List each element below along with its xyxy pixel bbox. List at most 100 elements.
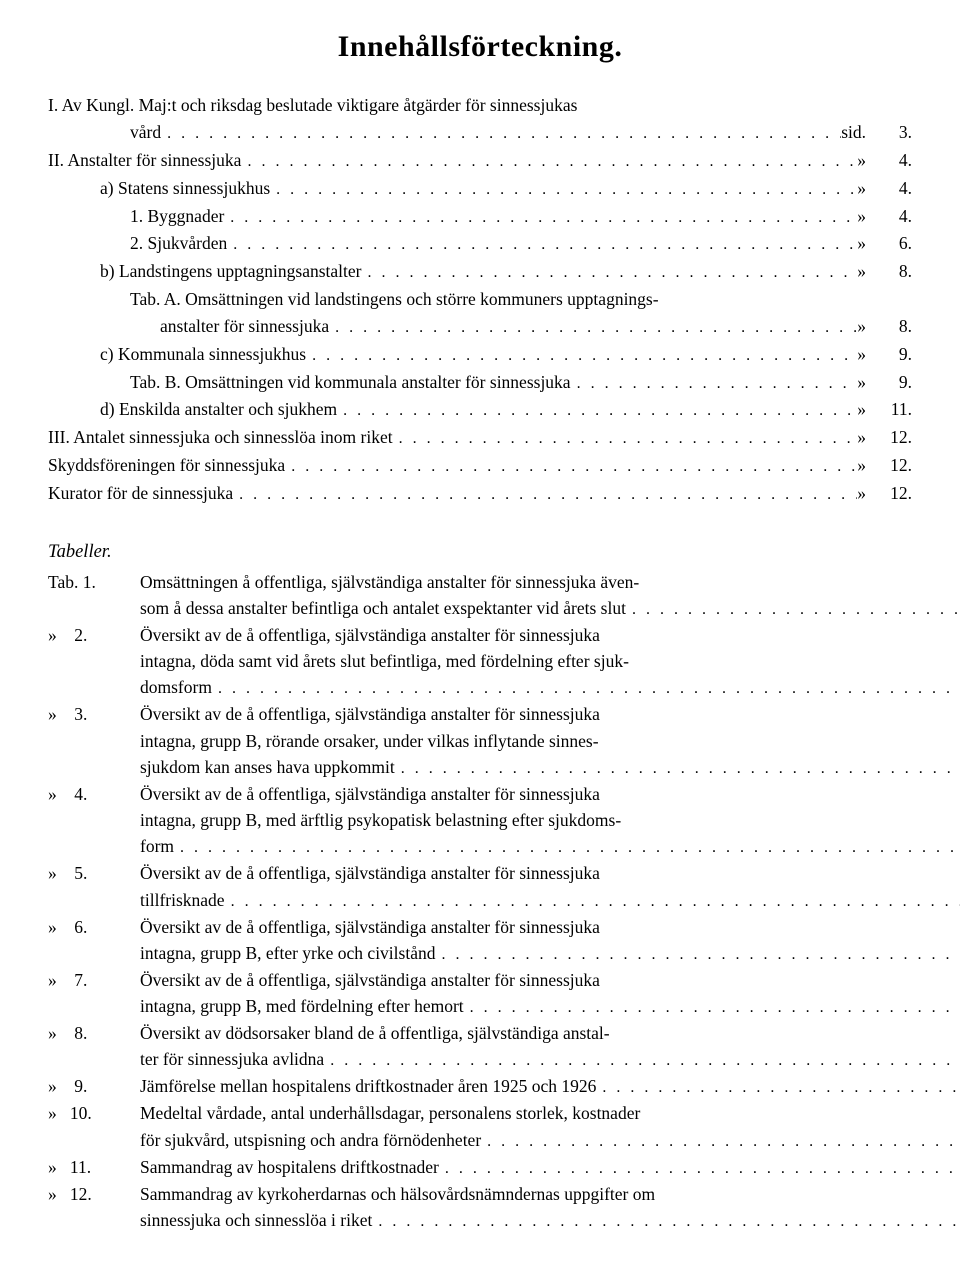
toc-entry: Skyddsföreningen för sinnessjuka. . . . … bbox=[48, 452, 912, 480]
page-number: 8. bbox=[880, 313, 912, 340]
toc-entry: anstalter för sinnessjuka. . . . . . . .… bbox=[48, 313, 912, 341]
tabell-text-row: tillfrisknade. . . . . . . . . . . . . .… bbox=[140, 887, 960, 914]
tabell-text: ter för sinnessjuka avlidna bbox=[140, 1046, 324, 1072]
toc-entry: vård. . . . . . . . . . . . . . . . . . … bbox=[48, 119, 912, 147]
tabell-entry: » 11.Sammandrag av hospitalens driftkost… bbox=[48, 1154, 912, 1181]
dot-leader: . . . . . . . . . . . . . . . . . . . . … bbox=[435, 943, 960, 967]
tabell-body: Översikt av de å offentliga, självständi… bbox=[140, 622, 960, 702]
tabell-text: sinnessjuka och sinnesslöa i riket bbox=[140, 1207, 372, 1233]
tabell-number: » 7. bbox=[48, 967, 140, 993]
tabell-text: Medeltal vårdade, antal underhållsdagar,… bbox=[140, 1100, 640, 1126]
tabell-text-row: sjukdom kan anses hava uppkommit. . . . … bbox=[140, 754, 960, 781]
page-label: » bbox=[857, 313, 880, 340]
toc-text: Kurator för de sinnessjuka bbox=[48, 480, 233, 507]
tabell-text-row: intagna, döda samt vid årets slut befint… bbox=[140, 648, 960, 674]
dot-leader: . . . . . . . . . . . . . . . . . . . . … bbox=[174, 836, 960, 860]
page-label: » bbox=[857, 203, 880, 230]
tabell-text: Översikt av de å offentliga, självständi… bbox=[140, 781, 600, 807]
tabell-text-row: Medeltal vårdade, antal underhållsdagar,… bbox=[140, 1100, 960, 1126]
tabell-text: intagna, grupp B, rörande orsaker, under… bbox=[140, 728, 599, 754]
tabell-text: form bbox=[140, 833, 174, 859]
tables-section: Tab. 1.Omsättningen å offentliga, självs… bbox=[48, 569, 912, 1234]
tabell-body: Jämförelse mellan hospitalens driftkostn… bbox=[140, 1073, 960, 1100]
tabell-text: intagna, grupp B, med ärftlig psykopatis… bbox=[140, 807, 621, 833]
page-number: 4. bbox=[880, 175, 912, 202]
dot-leader: . . . . . . . . . . . . . . . . . . . . … bbox=[439, 1157, 960, 1181]
page-number: 3. bbox=[880, 119, 912, 146]
tabell-number: » 10. bbox=[48, 1100, 140, 1126]
page-label: » bbox=[857, 369, 880, 396]
dot-leader: . . . . . . . . . . . . . . . . . . . . … bbox=[270, 178, 857, 203]
toc-entry: Tab. B. Omsättningen vid kommunala ansta… bbox=[48, 369, 912, 397]
tabell-body: Översikt av de å offentliga, självständi… bbox=[140, 967, 960, 1020]
tabell-text-row: ter för sinnessjuka avlidna. . . . . . .… bbox=[140, 1046, 960, 1073]
page-number: 12. bbox=[880, 424, 912, 451]
tabell-body: Sammandrag av kyrkoherdarnas och hälsovå… bbox=[140, 1181, 960, 1234]
dot-leader: . . . . . . . . . . . . . . . . . . . . … bbox=[464, 996, 960, 1020]
page-label: » bbox=[857, 147, 880, 174]
tabell-number: » 6. bbox=[48, 914, 140, 940]
tabeller-header: Tabeller. bbox=[48, 542, 912, 563]
tabell-body: Översikt av de å offentliga, självständi… bbox=[140, 914, 960, 967]
page-label: » bbox=[857, 396, 880, 423]
page-label: » bbox=[857, 230, 880, 257]
tabell-text-row: sinnessjuka och sinnesslöa i riket. . . … bbox=[140, 1207, 960, 1234]
dot-leader: . . . . . . . . . . . . . . . . . . . . … bbox=[306, 344, 857, 369]
page-label: » bbox=[857, 341, 880, 368]
tabell-text: för sjukvård, utspisning och andra förnö… bbox=[140, 1127, 481, 1153]
toc-entry: d) Enskilda anstalter och sjukhem. . . .… bbox=[48, 396, 912, 424]
tabell-text: Jämförelse mellan hospitalens driftkostn… bbox=[140, 1073, 596, 1099]
tabell-text-row: Sammandrag av kyrkoherdarnas och hälsovå… bbox=[140, 1181, 960, 1207]
tabell-entry: Tab. 1.Omsättningen å offentliga, självs… bbox=[48, 569, 912, 622]
toc-text: II. Anstalter för sinnessjuka bbox=[48, 147, 241, 174]
tabell-entry: » 6.Översikt av de å offentliga, självst… bbox=[48, 914, 912, 967]
tabell-text-row: intagna, grupp B, efter yrke och civilst… bbox=[140, 940, 960, 967]
tabell-text-row: Översikt av de å offentliga, självständi… bbox=[140, 914, 960, 940]
tabell-text: Sammandrag av hospitalens driftkostnader bbox=[140, 1154, 439, 1180]
page-number: 11. bbox=[880, 396, 912, 423]
tabell-entry: » 12.Sammandrag av kyrkoherdarnas och hä… bbox=[48, 1181, 912, 1234]
tabell-number: » 2. bbox=[48, 622, 140, 648]
page-number: 4. bbox=[880, 203, 912, 230]
page-number: 8. bbox=[880, 258, 912, 285]
tabell-number: » 4. bbox=[48, 781, 140, 807]
dot-leader: . . . . . . . . . . . . . . . . . . . . … bbox=[372, 1210, 960, 1234]
tabell-entry: » 10.Medeltal vårdade, antal underhållsd… bbox=[48, 1100, 912, 1153]
tabell-entry: » 9.Jämförelse mellan hospitalens driftk… bbox=[48, 1073, 912, 1100]
tabell-text: Översikt av de å offentliga, självständi… bbox=[140, 914, 600, 940]
dot-leader: . . . . . . . . . . . . . . . . . . . . … bbox=[329, 316, 857, 341]
tabell-text: Omsättningen å offentliga, självständiga… bbox=[140, 569, 639, 595]
dot-leader: . . . . . . . . . . . . . . . . . . . . … bbox=[596, 1076, 960, 1100]
dot-leader: . . . . . . . . . . . . . . . . . . . . … bbox=[224, 206, 857, 231]
toc-entry: III. Antalet sinnessjuka och sinnesslöa … bbox=[48, 424, 912, 452]
dot-leader: . . . . . . . . . . . . . . . . . . . . … bbox=[225, 890, 960, 914]
page-title: Innehållsförteckning. bbox=[48, 30, 912, 64]
tabell-number: » 3. bbox=[48, 701, 140, 727]
tabell-text: Översikt av de å offentliga, självständi… bbox=[140, 860, 600, 886]
tabell-number: » 12. bbox=[48, 1181, 140, 1207]
tabell-body: Omsättningen å offentliga, självständiga… bbox=[140, 569, 960, 622]
dot-leader: . . . . . . . . . . . . . . . . . . . . … bbox=[285, 455, 857, 480]
tabell-body: Översikt av de å offentliga, självständi… bbox=[140, 860, 960, 913]
dot-leader: . . . . . . . . . . . . . . . . . . . . … bbox=[361, 261, 857, 286]
tabell-text: Översikt av de å offentliga, självständi… bbox=[140, 622, 600, 648]
tabell-text: domsform bbox=[140, 674, 212, 700]
dot-leader: . . . . . . . . . . . . . . . . . . . . … bbox=[571, 372, 858, 397]
tabell-text: Sammandrag av kyrkoherdarnas och hälsovå… bbox=[140, 1181, 655, 1207]
toc-entry: I. Av Kungl. Maj:t och riksdag beslutade… bbox=[48, 92, 912, 119]
dot-leader: . . . . . . . . . . . . . . . . . . . . … bbox=[241, 150, 857, 175]
page-number: 9. bbox=[880, 341, 912, 368]
dot-leader: . . . . . . . . . . . . . . . . . . . . … bbox=[233, 483, 857, 508]
dot-leader: . . . . . . . . . . . . . . . . . . . . … bbox=[161, 122, 841, 147]
page-number: 4. bbox=[880, 147, 912, 174]
tabell-entry: » 7.Översikt av de å offentliga, självst… bbox=[48, 967, 912, 1020]
toc-text: III. Antalet sinnessjuka och sinnesslöa … bbox=[48, 424, 393, 451]
page-number: 12. bbox=[880, 452, 912, 479]
page-label: » bbox=[857, 480, 880, 507]
tabell-entry: » 3.Översikt av de å offentliga, självst… bbox=[48, 701, 912, 781]
dot-leader: . . . . . . . . . . . . . . . . . . . . … bbox=[337, 399, 857, 424]
tabell-text-row: Översikt av dödsorsaker bland de å offen… bbox=[140, 1020, 960, 1046]
tabell-text-row: intagna, grupp B, rörande orsaker, under… bbox=[140, 728, 960, 754]
tabell-body: Översikt av dödsorsaker bland de å offen… bbox=[140, 1020, 960, 1073]
toc-entry: c) Kommunala sinnessjukhus. . . . . . . … bbox=[48, 341, 912, 369]
